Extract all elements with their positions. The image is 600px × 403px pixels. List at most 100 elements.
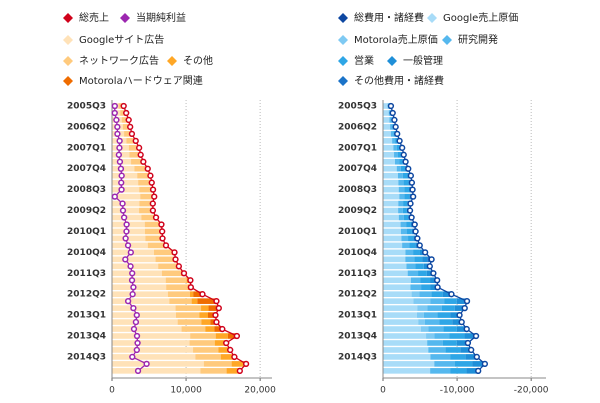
bar-segment	[400, 165, 406, 172]
bar-segment	[420, 326, 429, 332]
bar-segment	[112, 361, 204, 367]
bar-segment	[383, 291, 412, 297]
bar-segment	[220, 354, 235, 360]
legend-icon	[63, 13, 73, 23]
bar-segment	[195, 354, 221, 360]
bar-segment	[454, 305, 464, 311]
bar-segment	[121, 117, 129, 123]
bar-segment	[383, 124, 391, 130]
line-point	[456, 311, 463, 319]
bar-segment	[430, 298, 445, 304]
bar-segment	[139, 186, 153, 193]
line-point	[434, 277, 441, 284]
bar-segment	[226, 368, 240, 374]
line-point	[134, 367, 142, 375]
bar-segment	[383, 340, 428, 346]
bar-segment	[147, 242, 165, 249]
bar-segment	[112, 263, 159, 270]
bar-segment	[137, 172, 150, 179]
legend-label: 総費用・諸経費	[354, 11, 424, 24]
bar-segment	[218, 347, 231, 353]
line-point	[134, 339, 141, 347]
line-point	[389, 109, 396, 117]
legend-label: 総売上	[79, 11, 109, 24]
line-point	[475, 367, 482, 375]
bar-segment	[134, 165, 148, 172]
line-point	[115, 151, 123, 158]
bar-segment	[423, 312, 438, 318]
bar-segment	[430, 284, 437, 291]
bar-segment	[413, 249, 420, 256]
bar-segment	[402, 242, 410, 249]
bar-segment	[383, 305, 418, 311]
bar-segment	[383, 186, 399, 193]
legend-icon	[63, 76, 73, 86]
bar-segment	[445, 347, 461, 353]
bar-segment	[402, 207, 407, 214]
line-point	[233, 332, 241, 340]
line-point	[213, 318, 220, 326]
bar-segment	[389, 117, 392, 123]
bar-segment	[383, 354, 431, 360]
y-tick-label: 2007Q1	[338, 143, 377, 153]
line-point	[127, 249, 134, 256]
legend-icon	[167, 56, 177, 66]
bar-segment	[112, 270, 162, 277]
line-point	[118, 186, 125, 193]
bar-segment	[383, 235, 402, 242]
line-point	[405, 165, 412, 172]
line-point	[127, 263, 134, 270]
bar-segment	[401, 235, 409, 242]
bar-segment	[410, 284, 422, 291]
y-tick-label: 2010Q1	[338, 227, 377, 237]
bar-segment	[395, 138, 398, 144]
line-point	[408, 179, 416, 186]
line-point	[394, 130, 401, 138]
bar-segment	[383, 270, 408, 277]
bar-segment	[383, 165, 397, 172]
bar-segment	[199, 312, 208, 318]
y-tick-label: 2005Q3	[67, 102, 106, 112]
bar-segment	[383, 312, 417, 318]
bar-segment	[383, 333, 427, 339]
line-point	[407, 200, 414, 207]
line-point	[127, 123, 134, 131]
y-tick-label: 2013Q1	[67, 311, 106, 321]
line-point	[180, 270, 188, 277]
line-point	[219, 325, 226, 333]
line-point	[162, 242, 170, 249]
line-point	[148, 179, 155, 186]
line-point	[411, 221, 418, 228]
legend-label: その他費用・諸経費	[354, 74, 444, 87]
y-tick-label: 2011Q3	[338, 269, 377, 279]
line-point	[391, 116, 398, 124]
bar-segment	[112, 298, 170, 304]
legend-label: 営業	[354, 54, 374, 67]
line-point	[117, 165, 125, 172]
line-point	[123, 228, 130, 235]
line-point	[144, 165, 151, 172]
bar-segment	[421, 284, 431, 291]
bar-segment	[383, 103, 388, 109]
bar-segment	[383, 319, 419, 325]
bar-segment	[191, 298, 198, 304]
bar-segment	[395, 158, 400, 165]
legend-label: Motorola売上原価	[354, 33, 438, 46]
bar-segment	[424, 319, 440, 325]
line-point	[132, 137, 139, 145]
line-point	[116, 158, 124, 165]
line-point	[416, 242, 423, 249]
bar-segment	[383, 131, 391, 137]
bar-segment	[398, 186, 405, 193]
y-tick-label: 2005Q3	[338, 102, 377, 112]
bar-segment	[203, 361, 232, 367]
line-point	[473, 353, 480, 361]
line-point	[122, 235, 129, 242]
line-point	[422, 249, 429, 256]
bar-segment	[443, 326, 457, 332]
bar-segment	[383, 298, 414, 304]
bar-segment	[404, 186, 410, 193]
bar-segment	[140, 193, 153, 200]
bar-segment	[214, 326, 224, 332]
bar-segment	[112, 326, 182, 332]
